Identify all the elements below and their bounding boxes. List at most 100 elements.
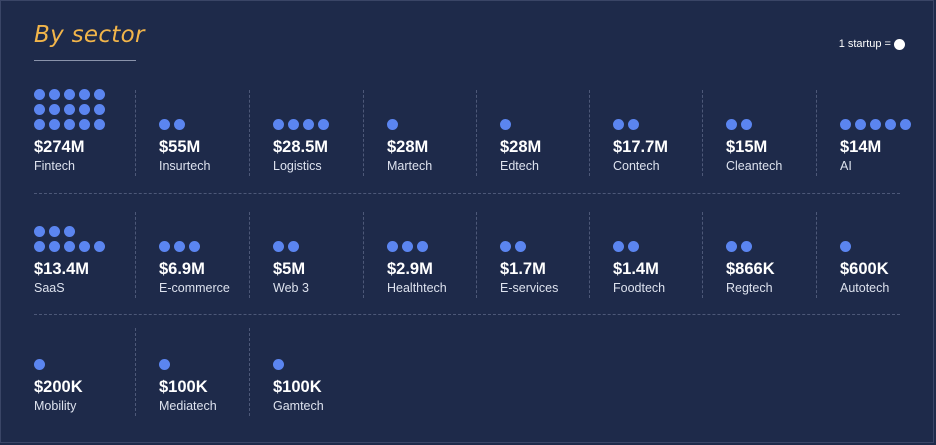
startup-dot — [64, 119, 75, 130]
sector-label: Insurtech — [159, 159, 211, 173]
startup-dot — [64, 226, 75, 237]
startup-dot — [189, 241, 200, 252]
sector-label: AI — [840, 159, 852, 173]
startup-dot — [726, 241, 737, 252]
sector-label: Fintech — [34, 159, 75, 173]
sector-label: Web 3 — [273, 281, 309, 295]
sector-label: Mediatech — [159, 399, 217, 413]
startup-dot — [64, 89, 75, 100]
startup-dot — [840, 119, 851, 130]
startup-dot — [500, 119, 511, 130]
column-divider — [816, 90, 817, 176]
startup-dot — [515, 241, 526, 252]
sector-value: $2.9M — [387, 260, 433, 278]
startup-dot — [64, 104, 75, 115]
sector-value: $600K — [840, 260, 889, 278]
startup-dot — [159, 241, 170, 252]
startup-dot — [870, 119, 881, 130]
sector-label: Healthtech — [387, 281, 447, 295]
sector-label: Contech — [613, 159, 660, 173]
startup-dot — [79, 89, 90, 100]
sector-value: $6.9M — [159, 260, 205, 278]
sector-label: Autotech — [840, 281, 890, 295]
startup-dot — [628, 241, 639, 252]
startup-dot — [402, 241, 413, 252]
startup-dot — [387, 241, 398, 252]
startup-dot — [94, 119, 105, 130]
startup-dot — [726, 119, 737, 130]
sector-value: $1.7M — [500, 260, 546, 278]
column-divider — [363, 212, 364, 298]
column-divider — [363, 90, 364, 176]
column-divider — [702, 90, 703, 176]
column-divider — [249, 328, 250, 416]
sector-value: $28.5M — [273, 138, 329, 156]
sector-label: Foodtech — [613, 281, 666, 295]
startup-dot — [34, 359, 45, 370]
legend: 1 startup = — [839, 38, 905, 50]
column-divider — [249, 90, 250, 176]
startup-dot — [840, 241, 851, 252]
startup-dot — [613, 119, 624, 130]
column-divider — [476, 212, 477, 298]
startup-dot — [303, 119, 314, 130]
sector-value: $15M — [726, 138, 768, 156]
column-divider — [816, 212, 817, 298]
startup-dot — [387, 119, 398, 130]
startup-dot — [741, 119, 752, 130]
sector-label: Martech — [387, 159, 433, 173]
startup-dot — [855, 119, 866, 130]
startup-dot — [94, 89, 105, 100]
startup-dot — [79, 104, 90, 115]
startup-dot — [741, 241, 752, 252]
startup-dot — [49, 241, 60, 252]
startup-dot — [79, 241, 90, 252]
startup-dot — [34, 104, 45, 115]
sector-value: $274M — [34, 138, 85, 156]
sector-value: $866K — [726, 260, 775, 278]
sector-value: $14M — [840, 138, 882, 156]
sector-value: $17.7M — [613, 138, 669, 156]
column-divider — [135, 328, 136, 416]
sector-label: Mobility — [34, 399, 77, 413]
sector-label: Edtech — [500, 159, 539, 173]
startup-dot — [34, 226, 45, 237]
startup-dot — [500, 241, 511, 252]
sector-label: Cleantech — [726, 159, 783, 173]
startup-dot — [159, 359, 170, 370]
sector-value: $55M — [159, 138, 201, 156]
sector-label: E-commerce — [159, 281, 230, 295]
startup-dot — [49, 89, 60, 100]
sector-value: $100K — [159, 378, 208, 396]
startup-dot — [159, 119, 170, 130]
legend-dot-icon — [894, 38, 905, 50]
sector-label: Logistics — [273, 159, 322, 173]
column-divider — [702, 212, 703, 298]
startup-dot — [94, 241, 105, 252]
startup-dot — [64, 241, 75, 252]
startup-dot — [79, 119, 90, 130]
startup-dot — [318, 119, 329, 130]
sector-label: Regtech — [726, 281, 773, 295]
startup-dot — [417, 241, 428, 252]
title-underline — [34, 60, 136, 61]
startup-dot — [94, 104, 105, 115]
startup-dot — [885, 119, 896, 130]
startup-dot — [34, 119, 45, 130]
sector-value: $5M — [273, 260, 306, 278]
startup-dot — [49, 104, 60, 115]
startup-dot — [613, 241, 624, 252]
sector-value: $13.4M — [34, 260, 90, 278]
sector-value: $1.4M — [613, 260, 659, 278]
sector-value: $100K — [273, 378, 322, 396]
startup-dot — [49, 119, 60, 130]
startup-dot — [273, 241, 284, 252]
row-divider — [34, 193, 900, 194]
sector-value: $200K — [34, 378, 83, 396]
startup-dot — [34, 89, 45, 100]
column-divider — [249, 212, 250, 298]
startup-dot — [34, 241, 45, 252]
column-divider — [476, 90, 477, 176]
sector-label: SaaS — [34, 281, 65, 295]
